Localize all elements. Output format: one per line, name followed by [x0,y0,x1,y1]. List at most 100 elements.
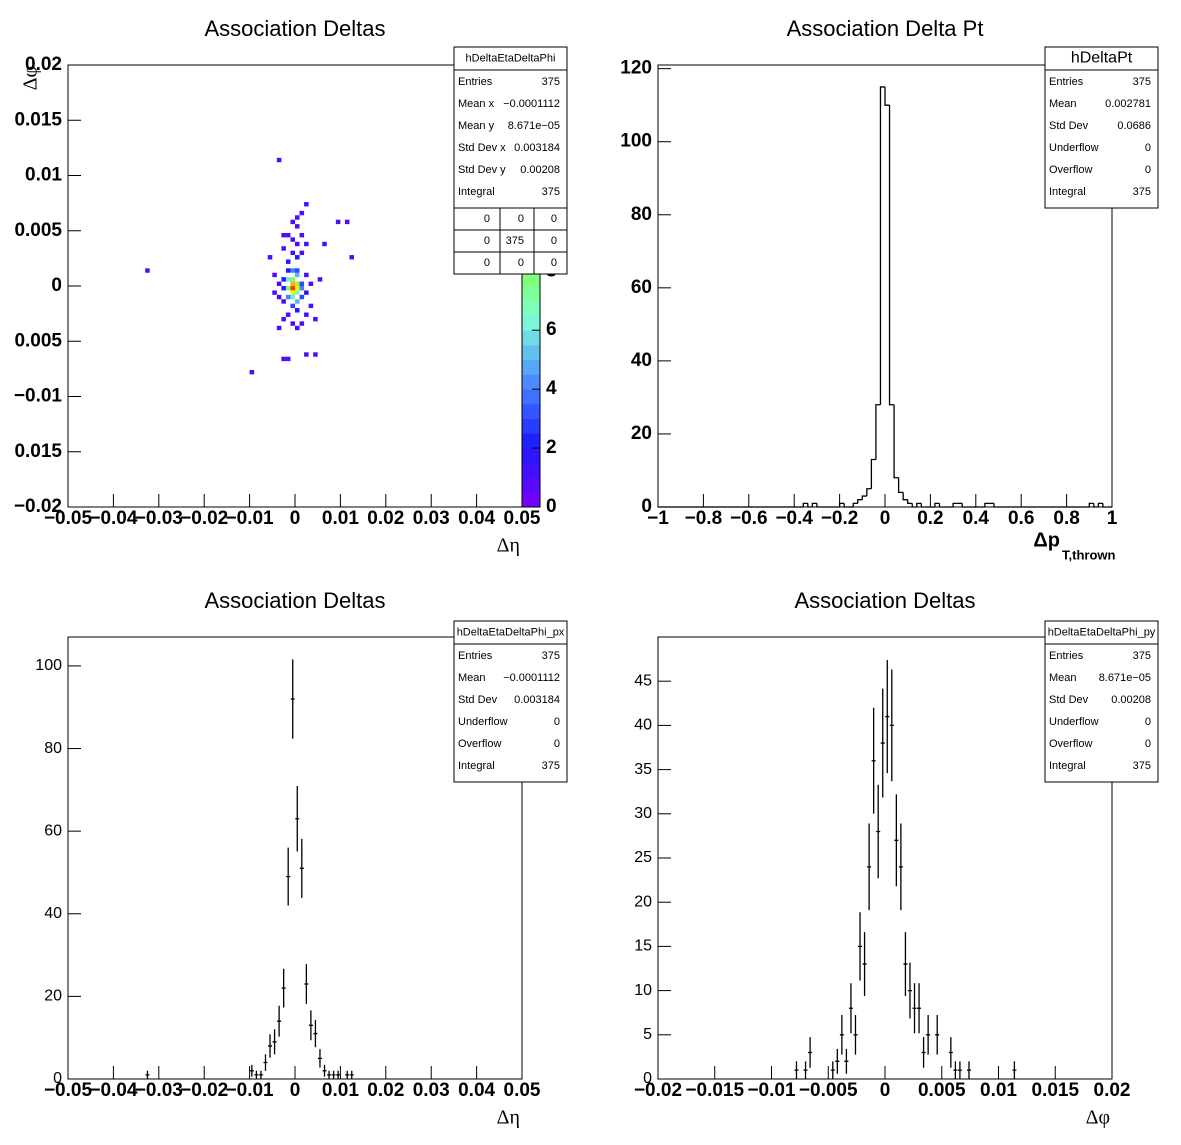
error-bar [894,794,899,887]
x-tick-label: −0.2 [821,508,859,529]
stats-value: 0.0686 [1117,120,1151,132]
x-tick-label: 0.02 [367,1080,404,1101]
heatmap-cell [335,219,341,225]
x-tick-label: −0.02 [634,1080,682,1101]
colorbar-band [522,344,540,361]
error-bar [917,983,922,1034]
stats-label: Underflow [458,716,508,728]
heatmap-cell [249,369,255,375]
stats-value: 375 [1133,186,1151,198]
error-bar [898,823,903,911]
y-tick-label: 100 [620,131,652,152]
error-bar [835,1048,840,1074]
y-tick-label: 40 [44,905,62,922]
heatmap-cell [285,312,291,317]
colorbar-band [522,359,540,375]
z-tick-label: 6 [546,319,557,340]
heatmap-cell [295,290,300,295]
heatmap-cell [322,241,327,247]
x-axis-label: Δη [497,1107,520,1129]
stats-grid-value: 0 [484,213,490,225]
x-tick-label: −0.03 [135,1080,183,1101]
heatmap-cell [290,290,295,295]
colorbar-band [522,315,540,331]
stats-value: 8.671e−05 [508,120,560,132]
stats-label: Std Dev [1049,120,1089,132]
colorbar-band [522,492,540,508]
error-bar [830,1061,835,1079]
histogram-bin [888,105,895,406]
heatmap-cell [285,294,291,300]
heatmap-cell [285,286,291,291]
error-bar [889,669,894,782]
heatmap-cell [295,325,300,331]
stats-value: 0.00208 [1111,694,1151,706]
stats-label: Underflow [1049,142,1099,154]
stats-title: hDeltaEtaDeltaPhi_py [1048,626,1156,638]
error-bar [322,1064,327,1077]
heatmap-cell [276,281,282,286]
colorbar-band [522,448,540,464]
histogram-bin [884,86,890,106]
y-tick-label: −0.02 [14,496,62,517]
heatmap-cell [304,272,309,278]
heatmap-cell [290,237,295,242]
heatmap-cell [281,299,286,304]
histogram-bin [916,502,922,507]
error-bar [272,1029,277,1055]
histogram-bin [861,495,867,500]
histogram-bin [875,404,881,460]
error-bar [839,1014,844,1055]
y-tick-label: 100 [35,657,62,674]
y-tick-label: 20 [634,893,652,910]
x-tick-label: 0.01 [322,1080,359,1101]
z-tick-label: 4 [546,378,557,399]
x-tick-label: −0.02 [180,508,228,529]
x-tick-label: −0.005 [799,1080,858,1101]
histogram-bin [984,502,990,507]
stats-value: 0 [1145,738,1151,750]
stats-value: 375 [542,650,560,662]
error-bar [948,1037,953,1068]
error-bar [858,912,863,981]
histogram-bin [811,502,817,507]
stats-label: Entries [458,76,493,88]
heatmap-cell [145,268,150,273]
x-axis-label-sub: T,thrown [1062,547,1115,562]
panel: Association Deltas −0.02 −0.015 −0.01 −0.005… [634,588,1159,1129]
colorbar-band [522,389,540,405]
error-bar [317,1049,322,1068]
y-axis-label: Δφ [20,66,42,90]
y-tick-label: 20 [44,988,62,1005]
histogram-bin [870,458,876,489]
stats-value: 0 [1145,716,1151,728]
heatmap-cell [281,232,286,238]
x-tick-label: −0.05 [44,508,93,529]
x-tick-label: −0.05 [44,1080,93,1101]
x-tick-label: −0.04 [89,508,138,529]
heatmap-cell [281,246,286,251]
y-tick-label: 45 [634,672,652,689]
stats-grid-value: 0 [484,235,490,247]
chart-title: Association Delta Pt [787,16,984,41]
y-tick-label: 40 [631,350,652,371]
x-tick-label: −0.02 [180,1080,228,1101]
error-bar [903,932,908,996]
chart-title: Association Deltas [205,588,386,613]
error-bar [345,1070,350,1079]
stats-value: 0 [1145,142,1151,154]
x-tick-label: 1 [1107,508,1118,529]
error-bar [313,1019,318,1048]
x-tick-label: 0.01 [980,1080,1017,1101]
stats-grid-value: 375 [506,235,524,247]
error-bar [327,1070,332,1079]
error-bar [844,1048,849,1074]
y-tick-label: 80 [631,204,652,225]
histogram-bin [857,499,863,504]
y-tick-label: 0 [641,496,652,517]
heatmap-cell [299,232,305,238]
heatmap-cell [272,272,277,278]
panel: Association Delta Pt −1 −0.8 −0.6 −0.4 −0.2 0 0… [620,16,1159,562]
heatmap-cell [299,286,305,291]
heatmap-cell [281,286,286,291]
